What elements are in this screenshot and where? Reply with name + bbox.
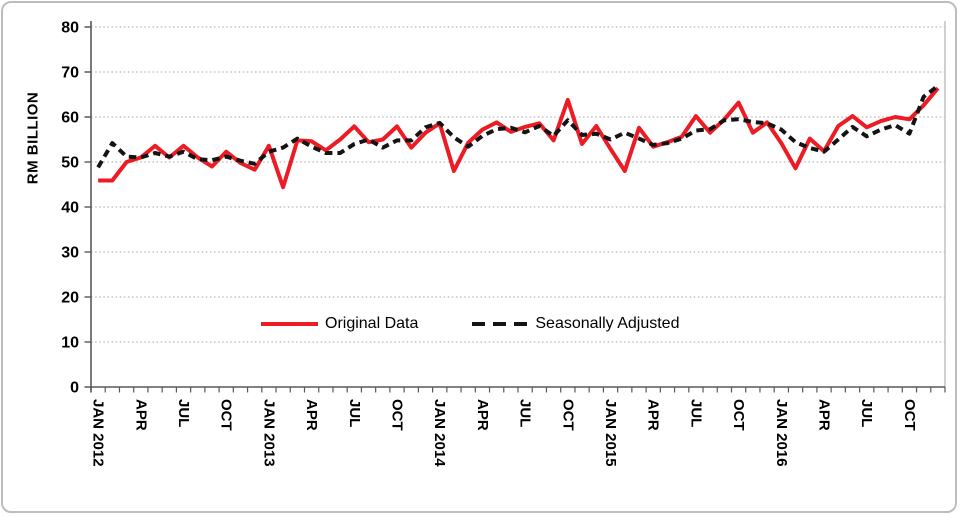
x-tick-label: JAN 2015 (602, 399, 619, 467)
x-tick-label: JAN 2013 (260, 399, 277, 467)
x-tick-label: OCT (730, 399, 747, 431)
y-tick-label: 40 (61, 200, 79, 217)
x-tick-label: JUL (517, 399, 534, 427)
legend-swatch-seasonally-adjusted (472, 321, 529, 327)
x-tick-label: JAN 2012 (90, 399, 107, 467)
y-tick-label: 60 (61, 110, 79, 127)
y-axis-ticks-labels: 0 10 20 30 40 50 60 70 80 (61, 20, 91, 397)
legend-item-original-data: Original Data (261, 315, 418, 333)
x-tick-label: APR (303, 399, 320, 431)
y-tick-label: 30 (61, 245, 79, 262)
x-tick-label: OCT (901, 399, 918, 431)
x-axis-ticks (90, 387, 946, 393)
gridlines (91, 26, 945, 343)
x-tick-label: JAN 2016 (773, 399, 790, 467)
y-tick-label: 50 (61, 155, 79, 172)
y-axis-title: RM BILLION (24, 91, 42, 185)
x-tick-label: APR (645, 399, 662, 431)
x-tick-label: APR (132, 399, 149, 431)
series-line-original-data (98, 86, 940, 190)
x-tick-label: OCT (389, 399, 406, 431)
x-tick-label: JAN 2014 (431, 399, 448, 467)
y-tick-label: 20 (61, 290, 79, 307)
legend-swatch-original-data (261, 322, 318, 326)
x-tick-label: JUL (175, 399, 192, 427)
x-tick-label: JUL (858, 399, 875, 427)
y-tick-label: 70 (61, 65, 79, 82)
x-tick-label: OCT (218, 399, 235, 431)
legend-label-original-data: Original Data (325, 315, 419, 332)
x-tick-label: APR (816, 399, 833, 431)
x-tick-label: JUL (346, 399, 363, 427)
x-tick-label: APR (474, 399, 491, 431)
x-axis-labels: JAN 2012 APR JUL OCT JAN 2013 APR JUL OCT JAN 20… (90, 399, 918, 467)
x-tick-label: JUL (687, 399, 704, 427)
legend-item-seasonally-adjusted: Seasonally Adjusted (472, 315, 679, 333)
y-tick-label: 80 (61, 20, 79, 37)
y-tick-label: 0 (70, 380, 79, 397)
x-tick-label: OCT (559, 399, 576, 431)
legend: Original Data Seasonally Adjusted (261, 315, 679, 333)
series-line-seasonally-adjusted (96, 84, 940, 169)
legend-label-seasonally-adjusted: Seasonally Adjusted (535, 315, 680, 332)
y-tick-label: 10 (61, 335, 79, 352)
